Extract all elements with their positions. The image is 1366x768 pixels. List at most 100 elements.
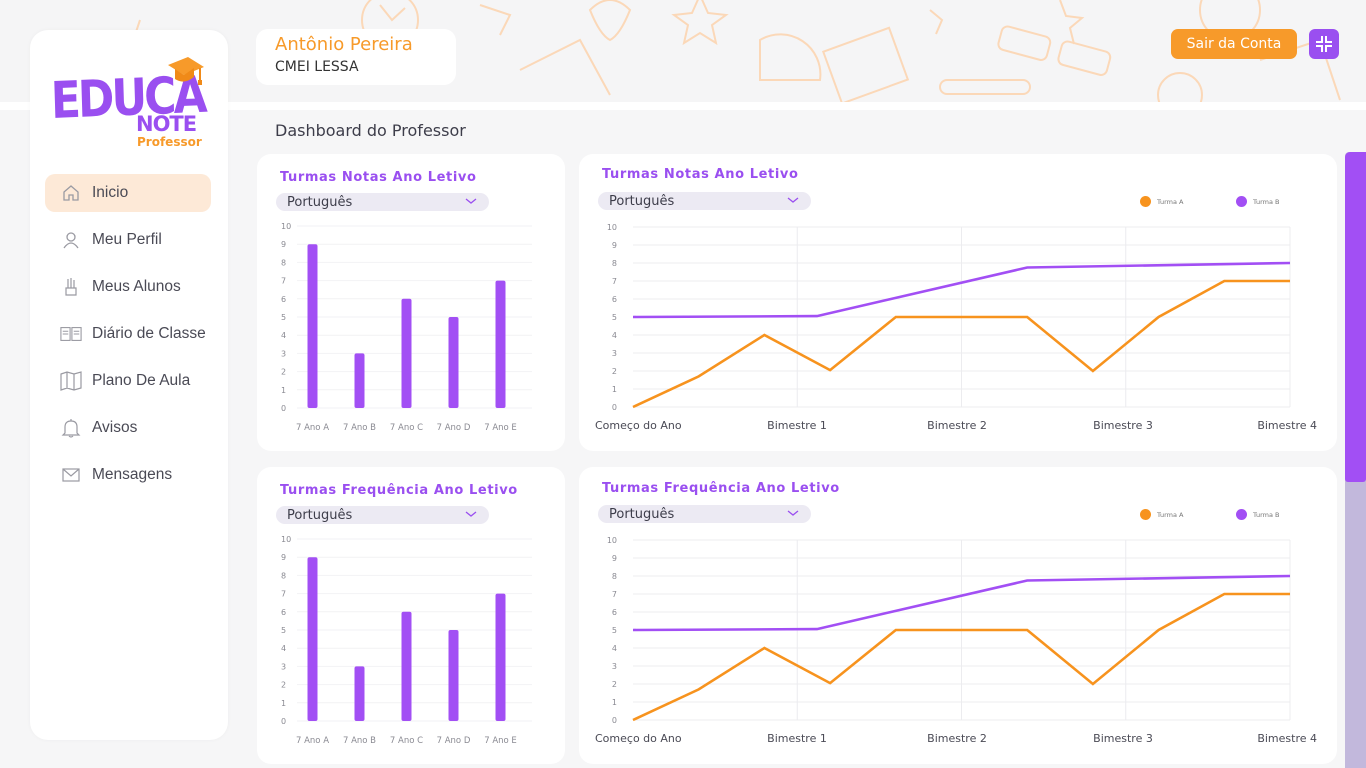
y-tick-label: 4 (612, 644, 617, 653)
x-tick-label: 7 Ano B (343, 423, 376, 433)
subject-select[interactable]: Português (276, 506, 489, 524)
home-icon (60, 182, 82, 204)
x-tick-label: Bimestre 2 (927, 419, 987, 432)
sidebar-item-label: Diário de Classe (92, 325, 206, 342)
bar-chart-notas: 0 1 2 3 4 5 6 7 8 9 10 7 Ano A 7 Ano B 7 Ano C 7 Ano D… (281, 222, 532, 433)
subject-select[interactable]: Português (598, 192, 811, 210)
legend-swatch (1236, 196, 1247, 207)
y-tick-label: 8 (281, 571, 286, 580)
y-tick-label: 6 (281, 608, 286, 617)
y-tick-label: 5 (281, 626, 286, 635)
y-tick-label: 9 (281, 240, 286, 249)
logout-button[interactable]: Sair da Conta (1171, 29, 1297, 59)
bar-chart-frequencia: 0 1 2 3 4 5 6 7 8 9 10 7 Ano A 7 Ano B 7 Ano C 7 Ano D… (281, 535, 532, 746)
y-tick-label: 9 (612, 241, 617, 250)
y-tick-label: 2 (281, 368, 286, 377)
y-tick-label: 8 (612, 572, 617, 581)
y-tick-label: 1 (612, 698, 617, 707)
chevron-down-icon (787, 510, 799, 516)
bar (354, 353, 365, 408)
line-chart-notas: 0 1 2 3 4 5 6 7 8 9 10 Começo do Ano Bimestre 1 Bimes… (595, 223, 1317, 432)
sidebar-item-label: Meus Alunos (92, 278, 181, 295)
bar (307, 244, 318, 408)
sidebar-item-label: Meu Perfil (92, 231, 162, 248)
card-title: Turmas Notas Ano Letivo (602, 167, 799, 182)
open-book-icon (60, 323, 82, 345)
user-info-card: Antônio Pereira CMEI LESSA (256, 29, 456, 85)
y-tick-label: 3 (612, 349, 617, 358)
sidebar-item-meus-alunos[interactable]: Meus Alunos (45, 268, 211, 306)
y-tick-label: 0 (612, 716, 617, 725)
y-tick-label: 8 (281, 258, 286, 267)
card-frequencia-bar: Turmas Frequência Ano Letivo Português 0… (257, 467, 565, 764)
y-tick-label: 0 (612, 403, 617, 412)
sidebar-item-meu-perfil[interactable]: Meu Perfil (45, 221, 211, 259)
graduation-cap-icon (168, 57, 204, 85)
collapse-arrows-icon (1316, 36, 1332, 52)
y-tick-label: 3 (281, 349, 286, 358)
x-tick-label: 7 Ano C (390, 736, 423, 746)
x-tick-label: 7 Ano D (437, 736, 471, 746)
bar (354, 666, 365, 721)
sidebar-item-label: Mensagens (92, 466, 173, 483)
sidebar-item-mensagens[interactable]: Mensagens (45, 456, 211, 494)
x-tick-label: 7 Ano E (484, 736, 517, 746)
x-tick-label: 7 Ano B (343, 736, 376, 746)
x-tick-label: Bimestre 4 (1257, 732, 1317, 745)
x-tick-label: 7 Ano D (437, 423, 471, 433)
y-tick-label: 7 (612, 590, 617, 599)
subject-select-value: Português (287, 507, 353, 523)
school-name: CMEI LESSA (275, 59, 359, 75)
x-tick-label: Bimestre 3 (1093, 732, 1153, 745)
x-tick-label: Bimestre 1 (767, 732, 827, 745)
collapse-button[interactable] (1309, 29, 1339, 59)
y-tick-label: 7 (281, 590, 286, 599)
pencil-cup-icon (60, 276, 82, 298)
subject-select[interactable]: Português (598, 505, 811, 523)
subject-select-value: Português (609, 506, 675, 522)
chevron-down-icon (465, 198, 477, 204)
legend-item-turma-a: Turma A (1140, 196, 1184, 207)
x-tick-label: 7 Ano E (484, 423, 517, 433)
sidebar-item-inicio[interactable]: Inicio (45, 174, 211, 212)
y-tick-label: 4 (281, 644, 286, 653)
bar (495, 593, 506, 721)
legend-swatch (1236, 509, 1247, 520)
y-tick-label: 1 (281, 386, 286, 395)
y-tick-label: 7 (612, 277, 617, 286)
legend-label: Turma B (1253, 197, 1280, 206)
y-tick-label: 2 (281, 681, 286, 690)
x-tick-label: 7 Ano A (296, 423, 329, 433)
sidebar-item-diario-de-classe[interactable]: Diário de Classe (45, 315, 211, 353)
educanote-logo[interactable]: EDUCA NOTE Professor (48, 52, 210, 152)
scrollbar-thumb[interactable] (1345, 152, 1366, 482)
y-tick-label: 7 (281, 277, 286, 286)
map-icon (60, 370, 82, 392)
sidebar: EDUCA NOTE Professor Inicio Meu Perfil (30, 30, 228, 740)
y-tick-label: 4 (281, 331, 286, 340)
subject-select[interactable]: Português (276, 193, 489, 211)
y-tick-label: 9 (612, 554, 617, 563)
y-tick-label: 3 (612, 662, 617, 671)
legend-item-turma-b: Turma B (1236, 196, 1280, 207)
legend-label: Turma B (1253, 510, 1280, 519)
series-line-turma-a (632, 279, 1290, 409)
y-tick-label: 4 (612, 331, 617, 340)
series-line-turma-b (632, 261, 1291, 319)
chevron-down-icon (787, 197, 799, 203)
legend-item-turma-a: Turma A (1140, 509, 1184, 520)
card-title: Turmas Notas Ano Letivo (280, 170, 477, 185)
y-tick-label: 10 (607, 223, 617, 232)
header-separator (0, 102, 1366, 110)
bell-icon (60, 417, 82, 439)
y-tick-label: 10 (607, 536, 617, 545)
bar (495, 280, 506, 408)
y-tick-label: 10 (281, 535, 291, 544)
sidebar-item-plano-de-aula[interactable]: Plano De Aula (45, 362, 211, 400)
sidebar-item-avisos[interactable]: Avisos (45, 409, 211, 447)
y-tick-label: 8 (612, 259, 617, 268)
page-title: Dashboard do Professor (275, 121, 466, 140)
card-frequencia-line: Turmas Frequência Ano Letivo Português T… (579, 467, 1337, 764)
y-tick-label: 3 (281, 662, 286, 671)
logo-professor-text: Professor (137, 135, 202, 149)
